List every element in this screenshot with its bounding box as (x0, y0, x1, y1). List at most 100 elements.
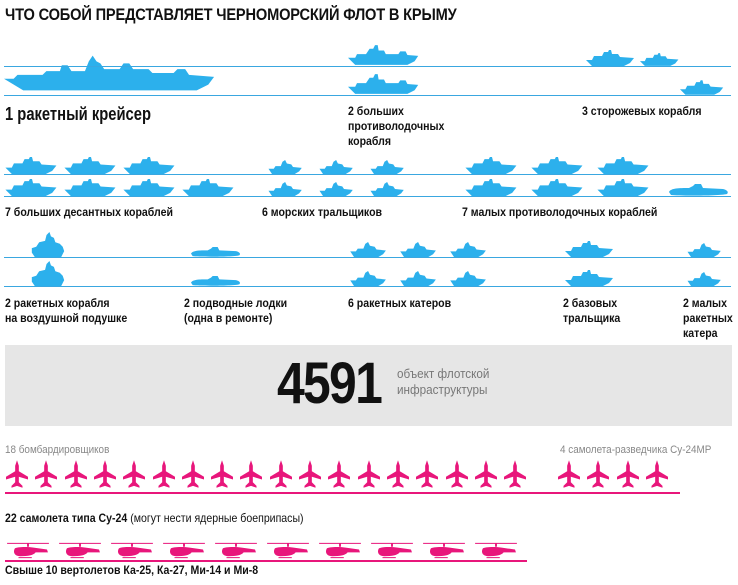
submarine-icon (191, 276, 240, 286)
label-submarines: 2 подводные лодки (одна в ремонте) (184, 296, 288, 325)
helicopter-icon (163, 542, 205, 559)
helicopter-icon (215, 542, 257, 559)
infrastructure-band (5, 345, 732, 426)
label-cruiser: 1 ракетный крейсер (5, 104, 151, 124)
bomber-icon (357, 460, 380, 488)
label-su24-bold: 22 самолета типа Су-24 (5, 511, 128, 525)
helicopter-icon (59, 542, 101, 559)
missile-boat-icon (400, 271, 436, 286)
minesweeper-icon (268, 160, 302, 174)
bomber-icon (445, 460, 468, 488)
label-su24: 22 самолета типа Су-24 (могут нести ядер… (5, 496, 304, 526)
helicopter-icon (319, 542, 361, 559)
helicopter-icon (371, 542, 413, 559)
waterline (4, 66, 731, 67)
helicopter-icon (267, 542, 309, 559)
infrastructure-number: 4591 (277, 351, 383, 416)
small-asw-icon (597, 179, 649, 196)
small-asw-icon (531, 179, 583, 196)
bomber-icon (299, 460, 321, 488)
bomber-icon (416, 460, 439, 488)
bomber-icon (123, 460, 146, 488)
landing-ship-icon (182, 179, 234, 196)
missile-boat-icon (350, 271, 386, 286)
helicopter-icon (475, 542, 517, 559)
bomber-icon (6, 460, 28, 488)
bomber-icon (269, 460, 292, 488)
bomber-icon (181, 460, 204, 488)
bomber-icon (152, 460, 175, 488)
minesweeper-icon (319, 182, 353, 196)
landing-ship-icon (64, 157, 116, 174)
landing-ship-icon (123, 179, 175, 196)
helicopter-icon (7, 542, 49, 559)
base-minesweeper-icon (565, 241, 613, 257)
helicopter-icon (111, 542, 153, 559)
small-asw-icon (531, 157, 583, 174)
small-missile-boat-icon (687, 243, 721, 257)
label-hovercraft: 2 ракетных корабля на воздушной подушке (5, 296, 128, 325)
aircraft-line (5, 492, 680, 494)
waterline (4, 95, 731, 96)
label-minesweepers: 6 морских тральщиков (262, 205, 383, 219)
small-missile-boat-icon (687, 272, 721, 286)
patrol-ship-icon (680, 80, 724, 95)
bomber-icon (328, 460, 351, 488)
label-patrol: 3 сторожевых корабля (582, 104, 702, 118)
patrol-ship-icon (586, 50, 634, 66)
landing-ship-icon (64, 179, 116, 196)
waterline (4, 174, 731, 175)
label-landing: 7 больших десантных кораблей (5, 205, 173, 219)
label-asw-small: 7 малых противолодочных кораблей (462, 205, 658, 219)
small-asw-icon (465, 179, 517, 196)
bomber-icon (64, 460, 87, 488)
missile-boat-icon (350, 242, 386, 257)
label-missile-boats: 6 ракетных катеров (348, 296, 452, 310)
asw-ship-icon (348, 74, 419, 94)
helicopter-icon (423, 542, 465, 559)
bomber-icon (386, 460, 409, 488)
bomber-icon (240, 460, 263, 488)
landing-ship-icon (5, 157, 57, 174)
landing-ship-icon (5, 179, 57, 196)
base-minesweeper-icon (565, 270, 613, 286)
landing-ship-icon (123, 157, 175, 174)
label-recon: 4 самолета-разведчика Су-24МР (560, 444, 712, 456)
label-helicopters: Свыше 10 вертолетов Ка-25, Ка-27, Ми-14 … (5, 563, 259, 577)
hovercraft-icon (31, 261, 65, 286)
label-asw-large: 2 больших противолодочных корабля (348, 104, 445, 148)
bomber-icon (474, 460, 497, 488)
cruiser-icon (4, 55, 215, 91)
recon-plane-icon (587, 460, 610, 488)
submarine-icon (191, 247, 240, 257)
small-asw-icon (465, 157, 517, 174)
bomber-icon (211, 460, 234, 488)
infrastructure-label: объект флотской инфраструктуры (397, 366, 490, 397)
helicopter-line (5, 560, 527, 562)
recon-plane-icon (616, 460, 639, 488)
label-base-minesweepers: 2 базовых тральщика (563, 296, 621, 325)
recon-plane-icon (558, 460, 580, 488)
label-su24-note: (могут нести ядерные боеприпасы) (127, 511, 304, 525)
minesweeper-icon (370, 182, 404, 196)
missile-boat-icon (450, 242, 486, 257)
small-asw-icon (597, 157, 649, 174)
patrol-ship-icon (640, 53, 679, 66)
bomber-icon (35, 460, 58, 488)
small-asw-icon (669, 184, 728, 196)
waterline (4, 257, 731, 258)
minesweeper-icon (370, 160, 404, 174)
bomber-icon (93, 460, 116, 488)
asw-ship-icon (348, 45, 419, 65)
bomber-icon (504, 460, 527, 488)
hovercraft-icon (31, 232, 65, 257)
missile-boat-icon (400, 242, 436, 257)
label-bombers: 18 бомбардировщиков (5, 444, 110, 456)
missile-boat-icon (450, 271, 486, 286)
page-title: ЧТО СОБОЙ ПРЕДСТАВЛЯЕТ ЧЕРНОМОРСКИЙ ФЛОТ… (5, 5, 457, 24)
minesweeper-icon (268, 182, 302, 196)
recon-plane-icon (645, 460, 668, 488)
label-small-missile-boats: 2 малых ракетных катера (683, 296, 733, 340)
waterline (4, 286, 731, 287)
waterline (4, 196, 731, 197)
